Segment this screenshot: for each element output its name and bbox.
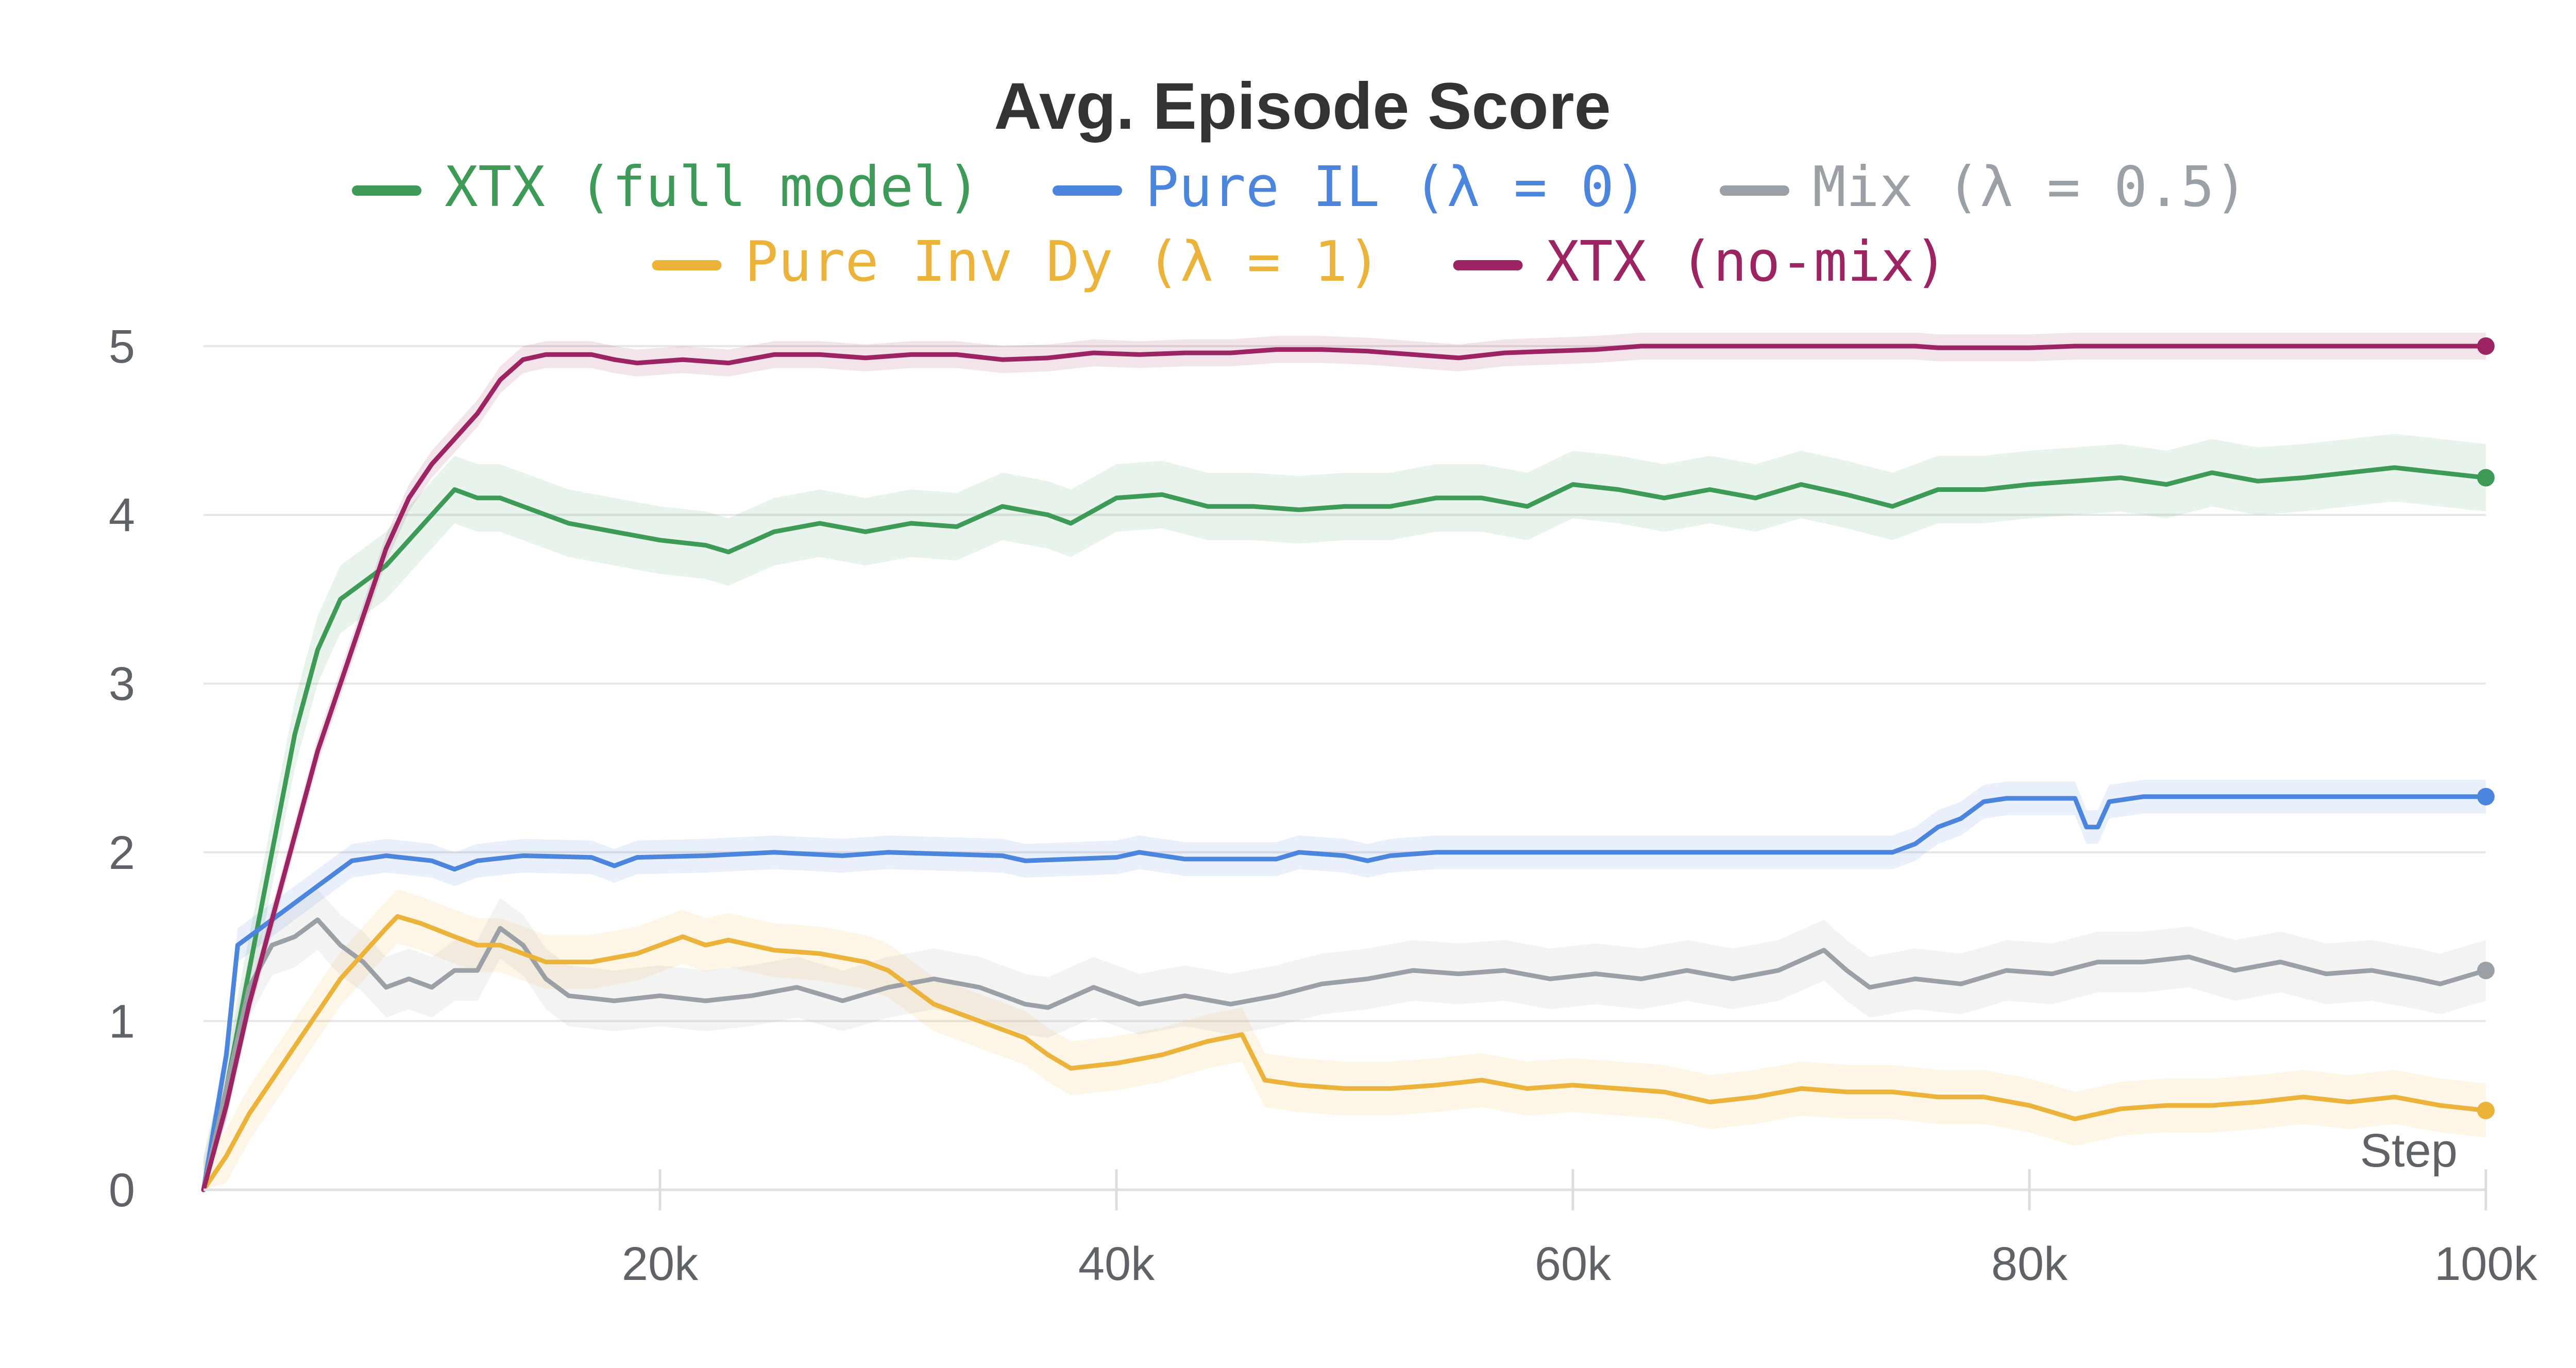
y-tick-label: 5 [109,320,135,373]
chart-title: Avg. Episode Score [994,70,1611,143]
legend-label: XTX (full model) [445,155,980,219]
series-line-pure-il-0 [201,794,2488,1192]
series-line-xtx-full-model [201,465,2488,1192]
series-lines [201,344,2488,1192]
x-axis: 20k 40k 60k 80k 100k [204,1169,2538,1290]
x-axis-title: Step [2360,1124,2458,1177]
end-marker-xtx-full-model [2477,469,2495,487]
band-pure-il-0 [204,779,2486,1190]
legend-item-pure-inv-dy-1[interactable]: Pure Inv Dy (λ = 1) [652,230,1381,294]
x-tick-label: 60k [1535,1238,1612,1290]
end-marker-pure-inv-dy-1 [2477,1102,2495,1120]
legend-label: Mix (λ = 0.5) [1812,155,2248,219]
band-mix-0-5 [204,889,2486,1190]
legend-item-xtx-no-mix[interactable]: XTX (no-mix) [1453,230,1948,294]
x-tick-label: 40k [1078,1238,1155,1290]
x-tick-label: 100k [2434,1238,2537,1290]
legend-item-xtx-full-model[interactable]: XTX (full model) [352,155,980,219]
y-axis: 0 1 2 3 4 5 [109,320,135,1217]
y-tick-label: 2 [109,827,135,879]
series-line-pure-inv-dy-1 [201,914,2488,1192]
end-markers [2477,337,2495,1120]
x-tick-label: 20k [622,1238,699,1290]
legend: XTX (full model) Pure IL (λ = 0) Mix (λ = … [352,155,2248,294]
confidence-bands [204,332,2486,1190]
band-pure-inv-dy-1 [204,889,2486,1190]
legend-label: Pure Inv Dy (λ = 1) [745,230,1381,294]
band-xtx-full-model [204,434,2486,1190]
legend-item-pure-il-0[interactable]: Pure IL (λ = 0) [1053,155,1648,219]
y-tick-label: 4 [109,489,135,542]
series-line-mix-0-5 [201,917,2488,1192]
end-marker-xtx-no-mix [2477,337,2495,355]
y-tick-label: 3 [109,658,135,710]
end-marker-mix-0-5 [2477,962,2495,980]
end-marker-pure-il-0 [2477,788,2495,806]
x-tick-label: 80k [1991,1238,2068,1290]
series-line-xtx-no-mix [201,344,2488,1192]
legend-item-mix-0-5[interactable]: Mix (λ = 0.5) [1720,155,2248,219]
legend-label: XTX (no-mix) [1546,230,1948,294]
y-tick-label: 0 [109,1164,135,1217]
y-tick-label: 1 [109,995,135,1048]
legend-label: Pure IL (λ = 0) [1145,155,1648,219]
